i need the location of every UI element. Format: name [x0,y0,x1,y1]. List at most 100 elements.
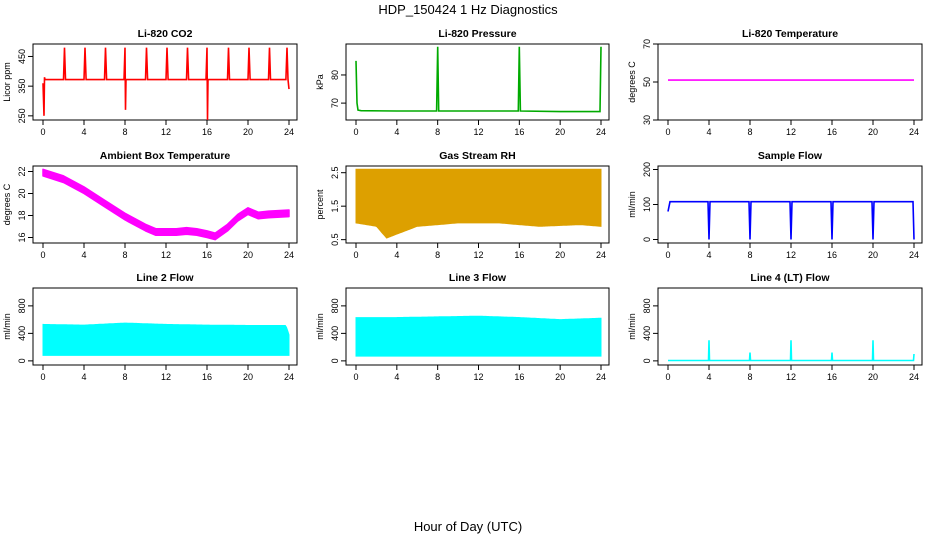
y-tick-label: 0.5 [330,233,340,246]
y-tick-label: 50 [642,77,652,87]
x-tick-label: 16 [827,372,837,382]
y-axis-label: degrees C [627,61,637,103]
x-tick-label: 20 [243,372,253,382]
y-tick-label: 70 [642,39,652,49]
panel-title: Line 4 (LT) Flow [750,272,830,284]
panel-title: Ambient Box Temperature [100,150,231,162]
y-axis-label: degrees C [2,183,12,225]
x-tick-label: 12 [161,250,171,260]
y-tick-label: 0 [330,358,340,363]
x-tick-label: 16 [827,127,837,137]
y-tick-label: 800 [330,298,340,313]
x-tick-label: 16 [514,372,524,382]
x-tick-label: 8 [747,250,752,260]
y-tick-label: 350 [17,79,27,94]
x-tick-label: 4 [81,250,86,260]
x-tick-label: 20 [868,127,878,137]
plot-area [355,315,602,357]
x-tick-label: 8 [435,372,440,382]
plot-area [355,168,602,239]
x-tick-label: 12 [473,372,483,382]
y-axis-label: ml/min [2,313,12,340]
panel-title: Li-820 Temperature [742,28,838,40]
x-tick-label: 16 [202,250,212,260]
x-tick-label: 24 [596,372,606,382]
data-line [355,46,602,113]
x-tick-label: 12 [473,250,483,260]
x-tick-label: 0 [40,250,45,260]
figure-x-axis-label: Hour of Day (UTC) [414,519,522,534]
data-line [668,340,915,362]
y-tick-label: 400 [17,326,27,341]
y-tick-label: 22 [17,166,27,176]
y-tick-label: 0 [17,358,27,363]
panel-4: Ambient Box Temperature degrees C 0 4 8 12 16 2… [2,150,298,260]
x-tick-label: 8 [435,250,440,260]
x-tick-label: 16 [514,250,524,260]
y-tick-label: 250 [17,108,27,123]
data-band [355,168,602,239]
x-tick-label: 12 [161,127,171,137]
data-line [667,200,915,240]
x-tick-label: 4 [81,372,86,382]
y-tick-label: 16 [17,232,27,242]
x-tick-label: 4 [81,127,86,137]
x-tick-label: 4 [394,372,399,382]
plot-area [667,200,915,240]
panel-9: Line 4 (LT) Flow ml/min 0 4 8 12 16 20 24 0 400 800 [627,272,923,382]
x-tick-label: 0 [353,372,358,382]
y-tick-label: 1.5 [330,200,340,213]
panel-title: Line 2 Flow [136,272,194,284]
plot-frame [32,287,298,366]
y-tick-label: 20 [17,188,27,198]
x-tick-label: 8 [435,127,440,137]
plot-area [42,47,290,120]
plot-frame [32,43,298,121]
y-axis-label: ml/min [627,313,637,340]
x-tick-label: 12 [786,372,796,382]
panel-5: Gas Stream RH percent 0 4 8 12 16 20 24 0.5 1.5 2.5 [315,150,610,260]
x-tick-label: 4 [394,250,399,260]
y-axis-label: percent [315,189,325,220]
x-tick-label: 24 [284,372,294,382]
x-tick-label: 24 [909,372,919,382]
x-tick-label: 0 [353,127,358,137]
y-tick-label: 0 [642,358,652,363]
x-tick-label: 24 [284,250,294,260]
y-tick-label: 450 [17,49,27,64]
x-tick-label: 4 [706,127,711,137]
figure-title: HDP_150424 1 Hz Diagnostics [378,2,558,17]
plot-frame [657,287,923,366]
x-tick-label: 24 [909,250,919,260]
y-tick-label: 30 [642,115,652,125]
panel-1: Li-820 CO2 Licor ppm 0 4 8 12 16 20 24 250 350 450 [2,28,298,137]
x-tick-label: 4 [394,127,399,137]
panel-2: Li-820 Pressure kPa 0 4 8 12 16 20 24 70 80 [315,28,610,137]
y-tick-label: 70 [330,98,340,108]
y-tick-label: 80 [330,70,340,80]
plot-area [668,340,915,362]
x-tick-label: 20 [243,127,253,137]
x-tick-label: 8 [122,372,127,382]
x-tick-label: 20 [868,250,878,260]
x-tick-label: 24 [596,250,606,260]
x-tick-label: 0 [353,250,358,260]
plot-area [42,168,290,241]
plot-area [42,322,290,356]
panel-title: Li-820 Pressure [438,28,516,40]
x-tick-label: 20 [555,127,565,137]
panel-7: Line 2 Flow ml/min 0 4 8 12 16 20 24 0 400 800 [2,272,298,382]
x-tick-label: 8 [747,372,752,382]
panel-title: Sample Flow [758,150,823,162]
plot-frame [32,165,298,244]
panel-3: Li-820 Temperature degrees C 0 4 8 12 16 20 24 30… [627,28,923,137]
panel-6: Sample Flow ml/min 0 4 8 12 16 20 24 0 100 200 [627,150,923,260]
x-tick-label: 12 [786,127,796,137]
data-band [42,322,290,356]
y-tick-label: 200 [642,162,652,177]
x-tick-label: 4 [706,372,711,382]
plot-area [355,46,602,113]
y-tick-label: 100 [642,197,652,212]
x-tick-label: 8 [122,127,127,137]
x-tick-label: 0 [665,127,670,137]
